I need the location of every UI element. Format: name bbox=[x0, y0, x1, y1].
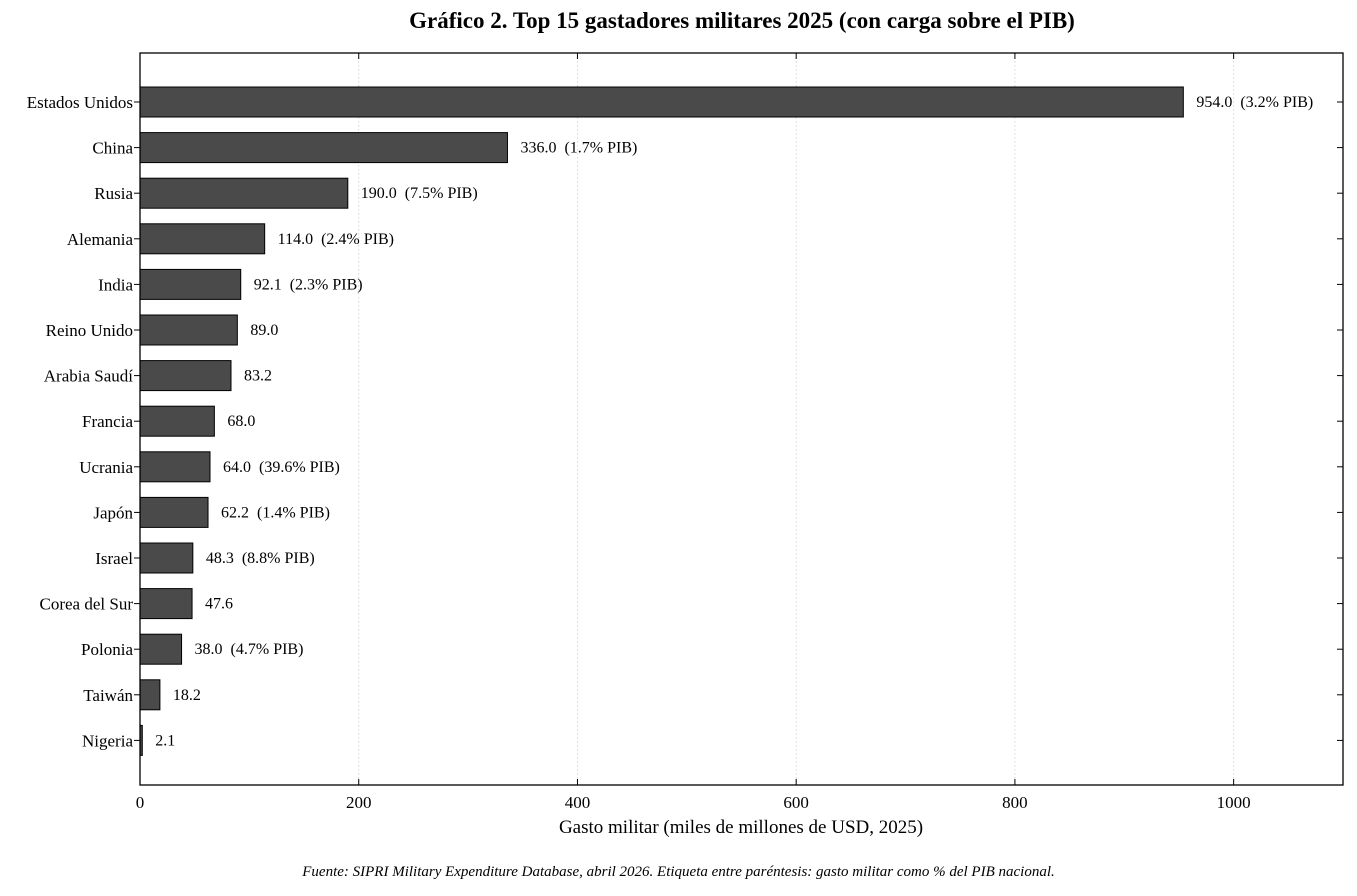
bar bbox=[139, 177, 349, 209]
bar-value-label: 83.2 bbox=[244, 368, 272, 385]
category-label: Francia bbox=[82, 412, 133, 431]
category-label: Arabia Saudí bbox=[44, 367, 134, 386]
bars bbox=[139, 86, 1184, 756]
bar-value-label: 336.0 (1.7% PIB) bbox=[520, 140, 637, 157]
source-note: Fuente: SIPRI Military Expenditure Datab… bbox=[302, 864, 1055, 880]
category-label: Corea del Sur bbox=[40, 595, 134, 614]
bar-value-label: 62.2 (1.4% PIB) bbox=[221, 504, 330, 521]
chart-title: Gráfico 2. Top 15 gastadores militares 2… bbox=[409, 8, 1075, 33]
bar bbox=[139, 633, 183, 665]
x-tick-label: 0 bbox=[136, 793, 145, 812]
plot-frame bbox=[139, 52, 1344, 786]
category-label: India bbox=[98, 275, 133, 294]
bar bbox=[139, 314, 238, 346]
x-tick-label: 400 bbox=[565, 793, 591, 812]
bar-value-label: 89.0 bbox=[250, 322, 278, 339]
bar-value-label: 38.0 (4.7% PIB) bbox=[195, 641, 304, 658]
bar bbox=[139, 451, 211, 483]
bar bbox=[139, 588, 193, 620]
bar bbox=[139, 405, 215, 437]
bar-value-label: 48.3 (8.8% PIB) bbox=[206, 550, 315, 567]
category-label: Nigeria bbox=[82, 731, 133, 750]
axis-ticks: 0 200 400 600 800 1000 Estados Unidos China Rusi… bbox=[27, 53, 1343, 812]
bar-value-label: 64.0 (39.6% PIB) bbox=[223, 459, 340, 476]
x-tick-label: 1000 bbox=[1217, 793, 1251, 812]
bar bbox=[139, 132, 508, 164]
category-label: Alemania bbox=[67, 230, 134, 249]
x-axis-label: Gasto militar (miles de millones de USD,… bbox=[559, 817, 923, 838]
bar bbox=[139, 360, 232, 392]
bar-value-label: 68.0 bbox=[227, 413, 255, 430]
category-label: Polonia bbox=[81, 640, 133, 659]
bar-value-labels: 954.0 (3.2% PIB) 336.0 (1.7% PIB) 190.0 (7… bbox=[155, 94, 1313, 749]
bar-value-label: 190.0 (7.5% PIB) bbox=[361, 185, 478, 202]
category-label: Ucrania bbox=[79, 458, 133, 477]
bar bbox=[139, 86, 1184, 118]
bar-value-label: 92.1 (2.3% PIB) bbox=[254, 276, 363, 293]
bar bbox=[139, 679, 161, 711]
x-tick-label: 800 bbox=[1002, 793, 1028, 812]
bar-value-label: 47.6 bbox=[205, 596, 233, 613]
bar bbox=[139, 542, 194, 574]
bar-value-label: 2.1 bbox=[155, 732, 175, 749]
category-label: Rusia bbox=[94, 184, 133, 203]
category-label: Estados Unidos bbox=[27, 93, 133, 112]
category-label: Israel bbox=[95, 549, 133, 568]
bar-value-label: 114.0 (2.4% PIB) bbox=[278, 231, 394, 248]
category-label: Reino Unido bbox=[46, 321, 133, 340]
category-label: China bbox=[92, 139, 133, 158]
x-tick-label: 200 bbox=[346, 793, 372, 812]
bar-value-label: 18.2 bbox=[173, 687, 201, 704]
bar bbox=[139, 496, 209, 528]
category-label: Taiwán bbox=[83, 686, 133, 705]
category-label: Japón bbox=[93, 503, 133, 522]
bar-value-label: 954.0 (3.2% PIB) bbox=[1196, 94, 1313, 111]
x-tick-label: 600 bbox=[783, 793, 809, 812]
bar bbox=[139, 268, 242, 300]
bar bbox=[139, 223, 266, 255]
